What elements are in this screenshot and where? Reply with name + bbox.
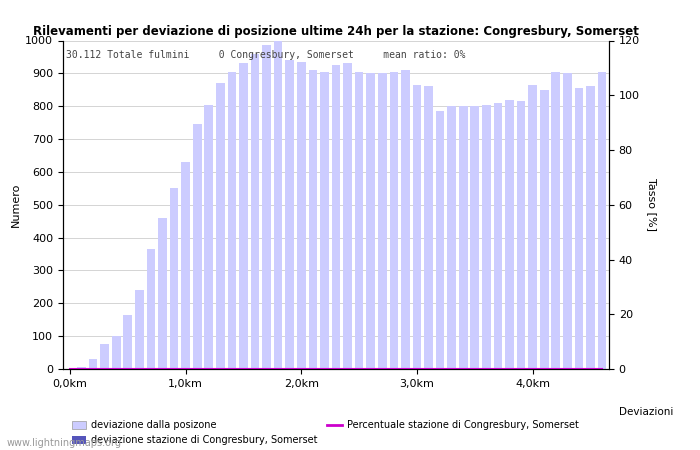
Bar xyxy=(378,73,386,369)
Bar xyxy=(459,106,468,369)
Bar xyxy=(401,70,410,369)
Bar xyxy=(262,45,271,369)
Text: 30.112 Totale fulmini     0 Congresbury, Somerset     mean ratio: 0%: 30.112 Totale fulmini 0 Congresbury, Som… xyxy=(66,50,466,60)
Bar xyxy=(135,290,143,369)
Bar xyxy=(494,103,503,369)
Bar xyxy=(528,85,537,369)
Bar xyxy=(181,162,190,369)
Bar xyxy=(204,104,213,369)
Bar xyxy=(447,106,456,369)
Bar xyxy=(563,73,572,369)
Y-axis label: Numero: Numero xyxy=(11,183,21,227)
Text: www.lightningmaps.org: www.lightningmaps.org xyxy=(7,438,122,448)
Bar xyxy=(436,111,445,369)
Bar xyxy=(482,104,491,369)
Bar xyxy=(158,218,167,369)
Bar xyxy=(89,359,97,369)
Bar xyxy=(355,72,363,369)
Bar xyxy=(320,72,329,369)
Bar xyxy=(286,60,294,369)
Bar xyxy=(366,73,375,369)
Title: Rilevamenti per deviazione di posizione ultime 24h per la stazione: Congresbury,: Rilevamenti per deviazione di posizione … xyxy=(33,25,639,38)
Bar xyxy=(540,90,549,369)
Bar xyxy=(228,72,236,369)
Bar xyxy=(309,70,317,369)
Bar xyxy=(251,54,260,369)
Bar xyxy=(343,63,352,369)
Bar xyxy=(193,124,202,369)
Bar xyxy=(575,88,583,369)
Legend: deviazione dalla posizone, deviazione stazione di Congresbury, Somerset, Percent: deviazione dalla posizone, deviazione st… xyxy=(68,417,582,449)
Bar xyxy=(274,40,283,369)
Bar xyxy=(586,86,595,369)
Bar xyxy=(389,72,398,369)
Bar xyxy=(297,62,306,369)
Bar xyxy=(123,315,132,369)
Bar xyxy=(505,99,514,369)
Bar xyxy=(552,72,560,369)
Bar xyxy=(517,101,526,369)
Bar xyxy=(146,249,155,369)
Bar xyxy=(239,63,248,369)
Bar xyxy=(100,344,109,369)
Bar xyxy=(598,72,606,369)
Bar xyxy=(169,188,178,369)
Bar xyxy=(424,86,433,369)
Text: Deviazioni: Deviazioni xyxy=(620,407,674,417)
Bar xyxy=(216,83,225,369)
Bar xyxy=(112,336,120,369)
Bar xyxy=(77,367,86,369)
Bar xyxy=(412,85,421,369)
Bar xyxy=(332,65,340,369)
Bar xyxy=(470,106,480,369)
Y-axis label: Tasso [%]: Tasso [%] xyxy=(647,178,657,231)
